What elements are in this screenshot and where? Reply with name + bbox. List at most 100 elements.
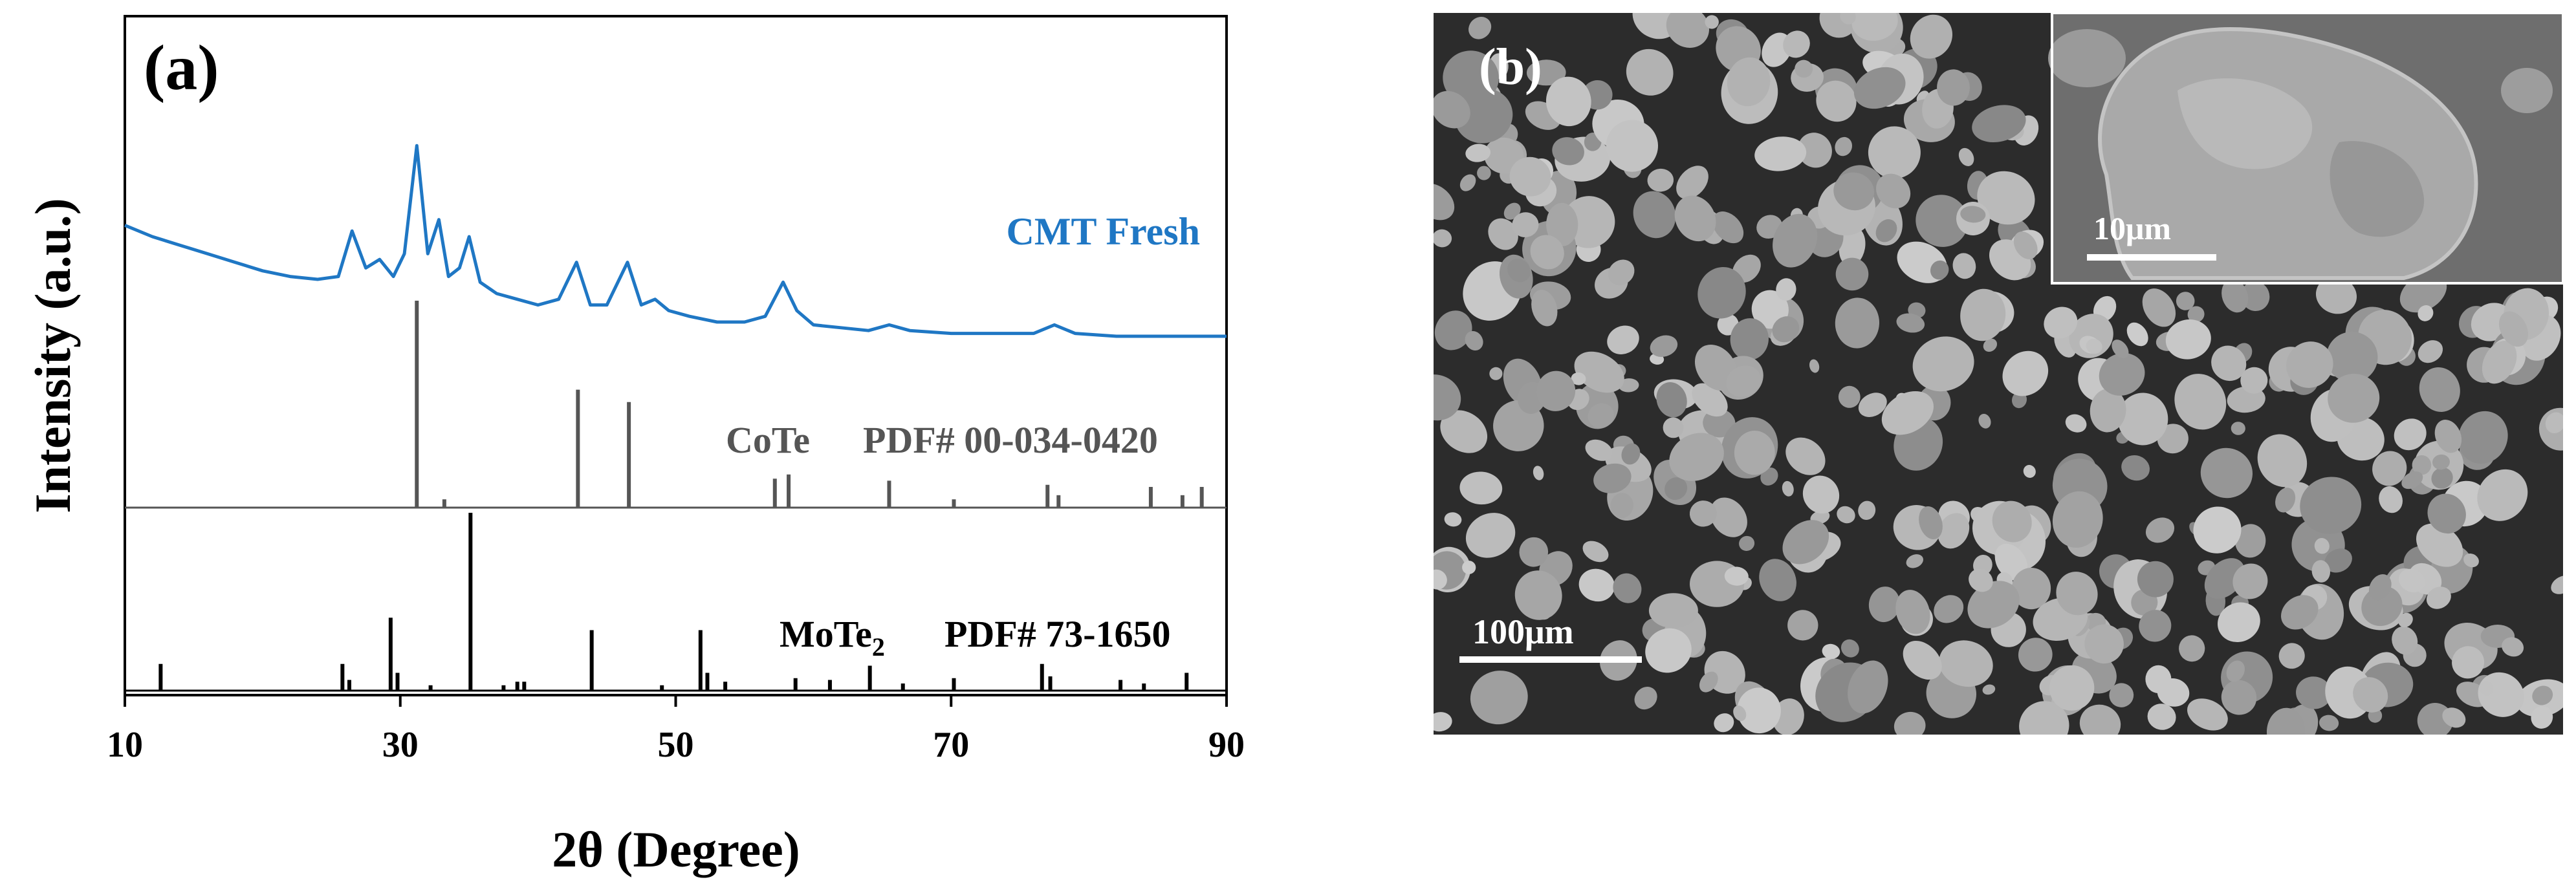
particle — [1656, 382, 1687, 418]
particle — [1470, 671, 1528, 725]
particle — [1488, 218, 1518, 250]
particle — [1858, 393, 1887, 417]
particle — [1881, 391, 1934, 435]
particle — [2226, 660, 2245, 682]
cote-reference-pattern — [125, 301, 1227, 509]
particle — [1848, 660, 1888, 714]
particle — [1983, 338, 1998, 352]
particle — [1465, 513, 1516, 558]
particle — [2401, 471, 2423, 490]
particle — [1782, 520, 1829, 565]
particle — [2257, 434, 2308, 488]
particle — [2090, 388, 2126, 433]
particle — [1903, 640, 1942, 680]
particle — [1724, 566, 1749, 586]
particle — [2458, 411, 2508, 464]
particle — [2065, 414, 2087, 433]
particle — [1462, 561, 1476, 574]
particle — [1776, 278, 1796, 301]
particle — [1730, 318, 1769, 361]
particle — [1610, 493, 1633, 519]
particle — [1733, 705, 1747, 722]
particle — [2013, 231, 2038, 259]
particle — [1459, 174, 1476, 191]
traces — [124, 144, 1227, 692]
particle — [1969, 568, 1993, 592]
particle — [1912, 336, 1974, 392]
particle — [1507, 259, 1531, 283]
particle — [1676, 166, 1708, 199]
particle — [2241, 281, 2270, 312]
particle — [1669, 433, 1724, 481]
particle — [1434, 229, 1452, 248]
particle — [2145, 665, 2172, 694]
particle — [1910, 14, 1953, 59]
particle — [1809, 359, 1820, 373]
particle — [2086, 338, 2102, 354]
particle — [1514, 570, 1562, 620]
particle — [2452, 646, 2485, 679]
particle — [2379, 486, 2403, 513]
particle — [1465, 144, 1491, 162]
particle — [2545, 412, 2563, 434]
sem-image-panel: 10μm (b) 100μm — [1434, 13, 2563, 735]
particle — [2498, 311, 2529, 347]
particle — [2240, 367, 2268, 394]
particle — [2002, 350, 2049, 396]
particle — [2056, 572, 2098, 616]
particle — [1574, 351, 1624, 393]
x-tick-label: 50 — [658, 725, 694, 765]
particle — [1839, 226, 1866, 266]
particle — [1919, 506, 1943, 539]
particle — [1533, 466, 1544, 480]
particle — [1977, 171, 2035, 225]
particle — [1840, 13, 1856, 25]
particle — [2275, 488, 2296, 513]
particle — [2193, 506, 2242, 554]
particle — [1782, 480, 1794, 497]
particle — [1930, 260, 1949, 280]
particle — [1994, 543, 2028, 581]
particle — [2112, 339, 2129, 358]
particle — [1650, 335, 1678, 358]
particle-field — [1434, 13, 2563, 735]
particle — [2121, 455, 2150, 481]
panel-label-b: (b) — [1479, 39, 1542, 96]
particle — [1530, 235, 1564, 270]
particle — [2353, 677, 2388, 713]
particle — [1607, 325, 1639, 354]
particle — [2394, 418, 2427, 451]
particle — [1787, 610, 1818, 641]
particle — [1634, 687, 1657, 710]
particle — [1760, 467, 1778, 486]
particle — [1699, 671, 1718, 693]
particle — [1703, 409, 1736, 438]
particle — [2314, 538, 2330, 554]
particle — [1593, 463, 1632, 493]
particle — [2398, 612, 2413, 628]
particle — [2427, 493, 2466, 534]
particle — [1578, 568, 1615, 602]
particle — [1434, 310, 1472, 350]
particle — [2286, 341, 2333, 388]
particle — [2179, 635, 2205, 662]
particle — [1795, 59, 1813, 78]
particle — [2221, 279, 2249, 313]
particle — [2023, 465, 2036, 478]
particle — [2266, 707, 2306, 735]
particle — [1608, 259, 1635, 286]
particle — [1531, 290, 1558, 327]
particle — [2234, 524, 2266, 558]
particle — [1726, 365, 1761, 397]
particle — [2099, 352, 2145, 396]
particle — [1737, 687, 1781, 734]
y-axis-title: Intensity (a.u.) — [25, 198, 81, 513]
particle — [2416, 523, 2463, 567]
particle — [2502, 637, 2524, 657]
particle — [1754, 136, 1807, 171]
particle — [1588, 403, 1614, 428]
particle — [1851, 13, 1898, 41]
particle — [2137, 561, 2174, 597]
particle — [2147, 704, 2176, 730]
particle — [2328, 374, 2380, 423]
